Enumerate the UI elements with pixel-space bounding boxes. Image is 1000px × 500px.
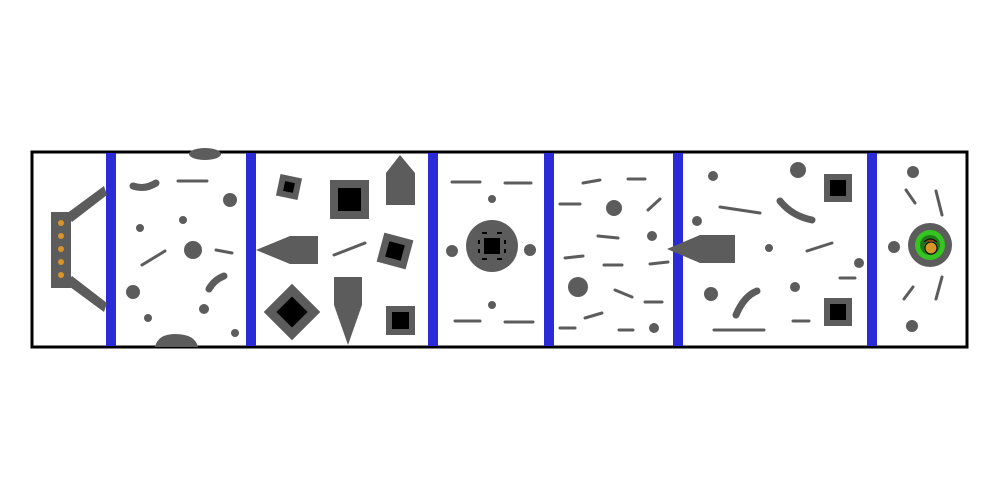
shape [66, 186, 107, 222]
shape [613, 288, 634, 299]
shape [649, 323, 659, 333]
shape [58, 259, 64, 265]
shape [568, 277, 588, 297]
obstacles-zone-4 [558, 177, 670, 333]
obstacles-zone-1 [126, 148, 239, 347]
shape [581, 178, 602, 185]
shape [332, 241, 367, 257]
shape [179, 216, 187, 224]
shape [648, 260, 670, 266]
obstacles-zone-6 [888, 166, 944, 332]
shape [488, 195, 496, 203]
shape [58, 233, 64, 239]
shape [790, 282, 800, 292]
shape [58, 220, 64, 226]
shape [544, 153, 554, 346]
shape [58, 220, 64, 278]
shape [144, 314, 152, 322]
shape [596, 234, 620, 240]
shape [283, 181, 295, 193]
shape [256, 236, 318, 264]
shape [428, 153, 438, 346]
shape [704, 287, 718, 301]
shape [129, 179, 160, 191]
shape [934, 189, 944, 217]
shape [58, 272, 64, 278]
shape [66, 276, 107, 312]
shape [58, 246, 64, 252]
shape [867, 153, 877, 346]
launcher [51, 186, 107, 312]
obstacles-zone-5 [667, 162, 864, 332]
shape [446, 245, 458, 257]
shape [830, 304, 846, 320]
shape [392, 312, 409, 329]
shape [140, 249, 167, 267]
shape [732, 287, 761, 319]
shape [888, 241, 900, 253]
goal [908, 223, 952, 267]
shape [484, 238, 500, 254]
shape [692, 216, 702, 226]
shape [155, 334, 198, 347]
shape [478, 232, 506, 260]
shape [790, 162, 806, 178]
shape [904, 188, 917, 205]
shape [205, 272, 228, 293]
shape [907, 166, 919, 178]
shape [805, 241, 834, 253]
shape [223, 193, 237, 207]
shape [136, 224, 144, 232]
shape [385, 241, 405, 261]
shape [334, 277, 362, 345]
shape [854, 258, 864, 268]
shape [199, 304, 209, 314]
shape [765, 244, 773, 252]
shape [924, 241, 938, 255]
shape [934, 275, 944, 301]
shape [718, 205, 762, 215]
shape [126, 285, 140, 299]
shape [189, 148, 221, 160]
shape [647, 231, 657, 241]
shape [606, 200, 622, 216]
shape [830, 180, 846, 196]
shape [923, 238, 938, 243]
shape [646, 197, 662, 212]
shape [106, 153, 116, 346]
shape [184, 241, 202, 259]
shape [246, 153, 256, 346]
shape [906, 320, 918, 332]
shape [338, 188, 361, 211]
shape [488, 301, 496, 309]
shape [667, 235, 735, 263]
shape [583, 311, 604, 320]
shape [524, 244, 536, 256]
shape [563, 254, 585, 260]
shape [776, 197, 816, 224]
shape [231, 329, 239, 337]
shape [902, 285, 915, 301]
shape [708, 171, 718, 181]
shape [214, 248, 234, 255]
obstacles-zone-3 [446, 180, 536, 324]
shape [386, 155, 415, 205]
shape [276, 296, 308, 328]
